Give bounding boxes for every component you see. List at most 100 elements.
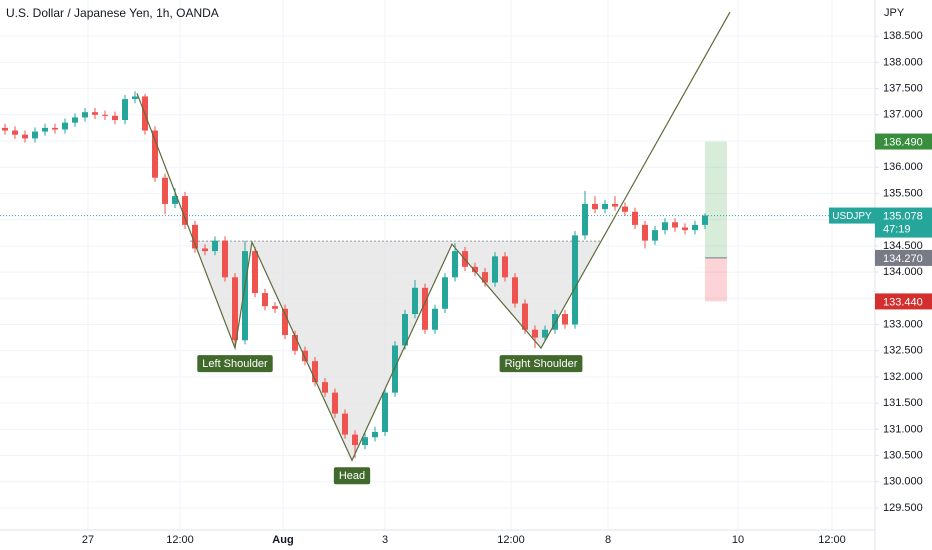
candle-body	[702, 215, 708, 225]
candle-body	[432, 308, 438, 330]
y-tick-label: 135.500	[883, 187, 923, 199]
candle-body	[122, 99, 128, 121]
candle-body	[532, 329, 538, 338]
candle-body	[282, 308, 288, 335]
y-tick-label: 132.000	[883, 371, 923, 383]
candle-body	[542, 329, 548, 338]
chart-title: U.S. Dollar / Japanese Yen, 1h, OANDA	[6, 6, 219, 20]
y-tick-label: 136.000	[883, 161, 923, 173]
currency-label: JPY	[884, 7, 905, 19]
x-tick-label: 8	[605, 534, 611, 546]
candle-body	[102, 114, 108, 116]
candle-body	[672, 222, 678, 228]
candle-body	[172, 196, 178, 204]
symbol-box	[829, 207, 875, 224]
candle-body	[452, 251, 458, 278]
annotation-label: Right Shoulder	[505, 358, 578, 370]
annotation-label: Head	[339, 470, 365, 482]
candle-body	[642, 224, 648, 241]
candle-body	[482, 272, 488, 283]
candle-body	[442, 277, 448, 309]
candle-body	[332, 392, 338, 414]
stop-label: 133.440	[883, 296, 923, 308]
x-tick-label: 12:00	[818, 534, 846, 546]
y-tick-label: 134.000	[883, 266, 923, 278]
y-tick-label: 134.500	[883, 240, 923, 252]
candle-body	[322, 382, 328, 393]
candle-body	[412, 287, 418, 315]
y-tick-label: 133.000	[883, 318, 923, 330]
candle-body	[242, 251, 248, 341]
candle-body	[592, 203, 598, 210]
candle-body	[512, 277, 518, 304]
candle-body	[82, 112, 88, 118]
candle-body	[682, 227, 688, 231]
candle-body	[32, 131, 38, 139]
candle-body	[262, 293, 268, 307]
candle-body	[652, 230, 658, 241]
candle-body	[152, 130, 158, 178]
candle-body	[632, 211, 638, 225]
y-tick-label: 137.500	[883, 83, 923, 95]
candle-body	[222, 240, 228, 278]
candle-body	[212, 240, 218, 252]
candle-body	[302, 350, 308, 362]
candle-body	[2, 127, 8, 131]
candle-body	[362, 437, 368, 446]
entry-label: 134.270	[883, 253, 923, 265]
y-tick-label: 130.000	[883, 476, 923, 488]
annotation-label: Left Shoulder	[202, 358, 268, 370]
stop-label-box	[875, 293, 932, 310]
candle-body	[272, 306, 278, 309]
symbol-label: USDJPY	[832, 211, 872, 222]
x-tick-label: 10	[732, 534, 744, 546]
grid	[0, 0, 875, 530]
y-tick-label: 138.500	[883, 30, 923, 42]
entry-label-box	[875, 249, 932, 266]
annotation-box	[197, 355, 273, 373]
candle-body	[402, 314, 408, 346]
y-tick-label: 138.000	[883, 56, 923, 68]
y-tick-label: 137.000	[883, 109, 923, 121]
last-price-box	[875, 207, 932, 238]
y-tick-label: 132.500	[883, 345, 923, 357]
candle-body	[692, 224, 698, 231]
x-tick-label: Aug	[272, 534, 293, 546]
target-label-box	[875, 133, 932, 150]
candle-body	[602, 203, 608, 210]
candle-body	[72, 117, 78, 123]
y-tick-label: 131.000	[883, 423, 923, 435]
plot: Left Shoulder Head Right Shoulder	[0, 11, 875, 485]
candle-body	[622, 206, 628, 212]
candle-body	[662, 222, 668, 231]
candle-body	[352, 434, 358, 446]
candle-body	[252, 251, 258, 294]
pattern-line	[136, 11, 731, 462]
candle-body	[12, 130, 18, 135]
countdown-label: 47:19	[883, 223, 911, 235]
x-tick-label: 27	[82, 534, 94, 546]
candle-body	[612, 203, 618, 207]
candle-body	[232, 277, 238, 341]
candle-body	[42, 127, 48, 132]
candle-body	[52, 127, 58, 130]
candle-body	[22, 134, 28, 139]
y-tick-label: 129.500	[883, 502, 923, 514]
candle-body	[342, 413, 348, 435]
annotation-box	[499, 355, 583, 373]
candle-body	[192, 224, 198, 249]
candle-body	[182, 196, 188, 225]
candle-body	[552, 314, 558, 330]
loss-zone	[705, 257, 727, 302]
candle-body	[202, 248, 208, 252]
candle-body	[422, 287, 428, 330]
annotation-box	[333, 467, 371, 485]
candle-body	[112, 115, 118, 121]
candle-body	[382, 392, 388, 432]
candle-body	[472, 266, 478, 273]
candle-body	[292, 334, 298, 351]
x-tick-label: 3	[382, 534, 388, 546]
y-tick-label: 131.500	[883, 397, 923, 409]
